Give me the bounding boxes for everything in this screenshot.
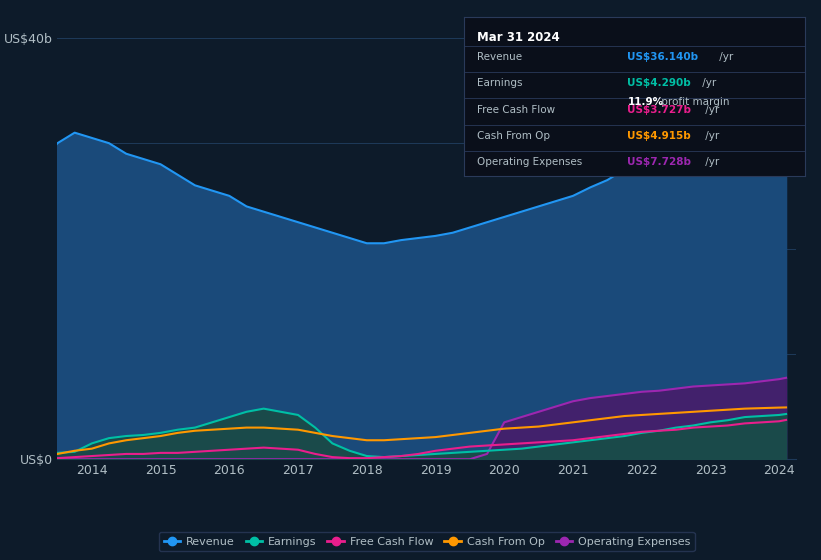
Text: 11.9%: 11.9% [627, 97, 663, 106]
Text: Mar 31 2024: Mar 31 2024 [478, 31, 560, 44]
Text: /yr: /yr [699, 78, 716, 88]
Text: /yr: /yr [702, 105, 720, 115]
Text: Operating Expenses: Operating Expenses [478, 157, 583, 167]
Text: Free Cash Flow: Free Cash Flow [478, 105, 556, 115]
Text: Earnings: Earnings [478, 78, 523, 88]
Text: Cash From Op: Cash From Op [478, 131, 551, 141]
Legend: Revenue, Earnings, Free Cash Flow, Cash From Op, Operating Expenses: Revenue, Earnings, Free Cash Flow, Cash … [159, 532, 695, 551]
Text: /yr: /yr [716, 52, 733, 62]
Text: Revenue: Revenue [478, 52, 523, 62]
Text: /yr: /yr [702, 131, 720, 141]
Text: US$4.290b: US$4.290b [627, 78, 691, 88]
Text: US$3.727b: US$3.727b [627, 105, 691, 115]
Text: /yr: /yr [702, 157, 720, 167]
Text: US$4.915b: US$4.915b [627, 131, 691, 141]
Text: profit margin: profit margin [658, 97, 730, 106]
Text: US$36.140b: US$36.140b [627, 52, 699, 62]
Text: US$7.728b: US$7.728b [627, 157, 691, 167]
